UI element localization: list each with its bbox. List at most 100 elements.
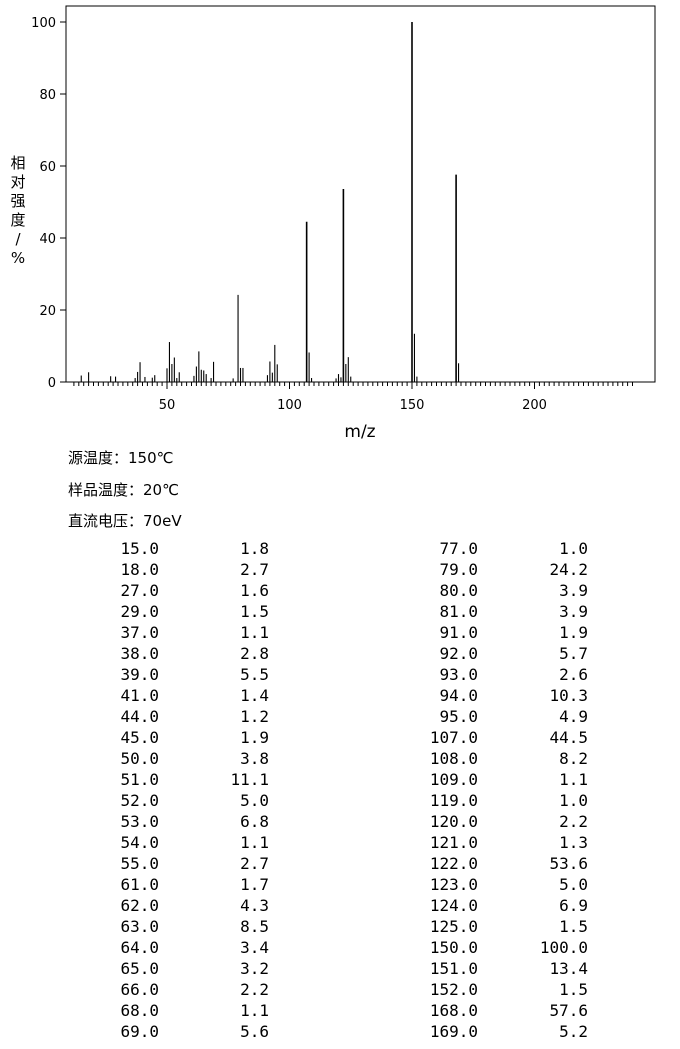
x-axis-label: m/z	[344, 422, 375, 442]
y-tick-label: 80	[39, 88, 56, 103]
intensity-value: 11.1	[230, 770, 269, 789]
table-row: 81.0 3.9	[340, 601, 640, 622]
mz-value: 94.0	[439, 686, 478, 705]
intensity-value: 5.2	[559, 1022, 588, 1041]
x-tick-label: 150	[400, 398, 425, 413]
mz-value: 95.0	[439, 707, 478, 726]
mz-value: 109.0	[429, 770, 478, 789]
table-row: 18.0 2.7	[0, 559, 300, 580]
intensity-value: 8.5	[240, 917, 269, 936]
x-tick-label: 100	[277, 398, 302, 413]
voltage: 直流电压：70eV	[68, 512, 182, 530]
table-row: 168.0 57.6	[340, 1000, 640, 1021]
table-row: 124.0 6.9	[340, 895, 640, 916]
table-row: 125.0 1.5	[340, 916, 640, 937]
mz-value: 150.0	[429, 938, 478, 957]
mz-value: 119.0	[429, 791, 478, 810]
mz-value: 39.0	[120, 665, 159, 684]
mz-value: 108.0	[429, 749, 478, 768]
intensity-value: 57.6	[549, 1001, 588, 1020]
table-row: 94.0 10.3	[340, 685, 640, 706]
table-row: 92.0 5.7	[340, 643, 640, 664]
table-row: 68.0 1.1	[0, 1000, 300, 1021]
intensity-value: 2.2	[240, 980, 269, 999]
intensity-value: 2.7	[240, 560, 269, 579]
mz-value: 80.0	[439, 581, 478, 600]
mz-value: 77.0	[439, 539, 478, 558]
mz-value: 52.0	[120, 791, 159, 810]
mz-value: 124.0	[429, 896, 478, 915]
mz-value: 61.0	[120, 875, 159, 894]
y-axis-label-char: %	[11, 249, 25, 267]
mz-value: 45.0	[120, 728, 159, 747]
intensity-value: 1.1	[240, 1001, 269, 1020]
table-row: 27.0 1.6	[0, 580, 300, 601]
y-axis-label-char: /	[15, 230, 21, 248]
table-row: 66.0 2.2	[0, 979, 300, 1000]
intensity-value: 1.7	[240, 875, 269, 894]
mz-value: 107.0	[429, 728, 478, 747]
mz-value: 53.0	[120, 812, 159, 831]
intensity-value: 1.5	[240, 602, 269, 621]
table-row: 77.0 1.0	[340, 538, 640, 559]
table-row: 38.0 2.8	[0, 643, 300, 664]
intensity-value: 10.3	[549, 686, 588, 705]
intensity-value: 5.7	[559, 644, 588, 663]
mz-value: 93.0	[439, 665, 478, 684]
intensity-value: 53.6	[549, 854, 588, 873]
mz-value: 120.0	[429, 812, 478, 831]
intensity-value: 1.9	[240, 728, 269, 747]
table-row: 54.0 1.1	[0, 832, 300, 853]
mz-value: 44.0	[120, 707, 159, 726]
mz-value: 81.0	[439, 602, 478, 621]
table-row: 79.0 24.2	[340, 559, 640, 580]
table-row: 123.0 5.0	[340, 874, 640, 895]
mz-value: 92.0	[439, 644, 478, 663]
table-row: 55.0 2.7	[0, 853, 300, 874]
table-row: 62.0 4.3	[0, 895, 300, 916]
intensity-value: 2.6	[559, 665, 588, 684]
mz-value: 63.0	[120, 917, 159, 936]
table-row: 151.0 13.4	[340, 958, 640, 979]
x-tick-label: 200	[522, 398, 547, 413]
intensity-value: 1.1	[240, 623, 269, 642]
mz-value: 64.0	[120, 938, 159, 957]
table-row: 108.0 8.2	[340, 748, 640, 769]
intensity-value: 44.5	[549, 728, 588, 747]
mz-value: 15.0	[120, 539, 159, 558]
source-temperature: 源温度：150℃	[68, 449, 174, 467]
mz-value: 54.0	[120, 833, 159, 852]
y-axis-label-char: 度	[10, 211, 25, 229]
peak-table-right: 77.0 1.0 79.0 24.2 80.0 3.9 81.0 3.9 91.0 1.9 92.0…	[340, 538, 640, 1042]
y-axis-label-char: 相	[10, 154, 25, 172]
y-tick-label: 40	[39, 232, 56, 247]
table-row: 120.0 2.2	[340, 811, 640, 832]
mz-value: 55.0	[120, 854, 159, 873]
intensity-value: 8.2	[559, 749, 588, 768]
mz-value: 65.0	[120, 959, 159, 978]
intensity-value: 3.8	[240, 749, 269, 768]
table-row: 52.0 5.0	[0, 790, 300, 811]
table-row: 169.0 5.2	[340, 1021, 640, 1042]
table-row: 121.0 1.3	[340, 832, 640, 853]
intensity-value: 1.4	[240, 686, 269, 705]
intensity-value: 1.6	[240, 581, 269, 600]
table-row: 107.0 44.5	[340, 727, 640, 748]
y-axis-label-char: 强	[10, 192, 25, 210]
mz-value: 91.0	[439, 623, 478, 642]
y-axis-label-char: 对	[10, 173, 25, 191]
mz-value: 169.0	[429, 1022, 478, 1041]
intensity-value: 3.9	[559, 581, 588, 600]
table-row: 65.0 3.2	[0, 958, 300, 979]
mz-value: 66.0	[120, 980, 159, 999]
table-row: 44.0 1.2	[0, 706, 300, 727]
mz-value: 18.0	[120, 560, 159, 579]
table-row: 152.0 1.5	[340, 979, 640, 1000]
mz-value: 38.0	[120, 644, 159, 663]
intensity-value: 3.2	[240, 959, 269, 978]
mz-value: 69.0	[120, 1022, 159, 1041]
mz-value: 51.0	[120, 770, 159, 789]
intensity-value: 3.4	[240, 938, 269, 957]
peak-table-left: 15.0 1.8 18.0 2.7 27.0 1.6 29.0 1.5 37.0 1.1 38.0 2…	[0, 538, 300, 1042]
